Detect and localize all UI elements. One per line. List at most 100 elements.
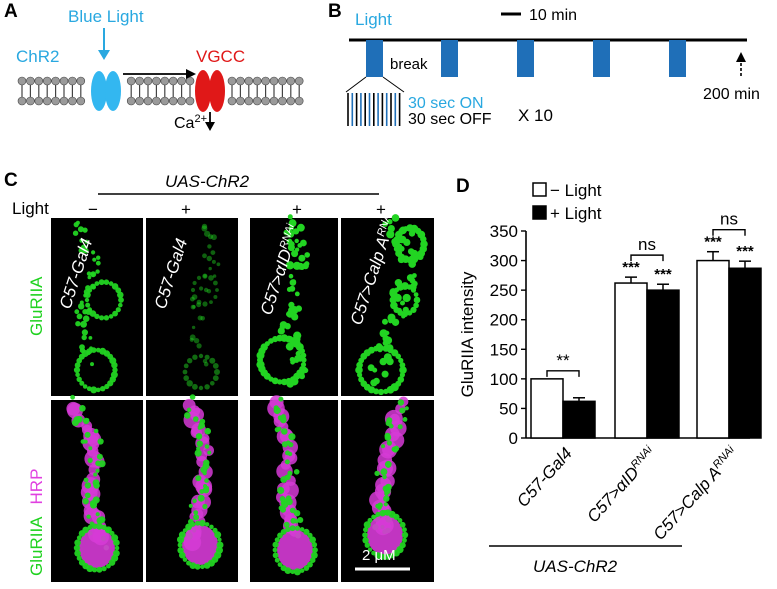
punctum [401, 527, 407, 533]
lipid-head [42, 76, 52, 86]
punctum [193, 514, 200, 521]
lipid-head [168, 76, 178, 86]
punctum [388, 318, 394, 324]
punctum [190, 304, 196, 310]
panel-b-letter: B [328, 1, 342, 22]
significance-stars: *** [704, 234, 722, 251]
punctum [90, 362, 94, 367]
punctum [397, 518, 403, 523]
significance-stars: *** [654, 266, 672, 283]
punctum [291, 250, 299, 258]
light-label: Light [355, 10, 392, 29]
punctum [209, 357, 216, 364]
punctum [299, 348, 305, 354]
punctum [213, 280, 218, 286]
punctum [287, 244, 295, 252]
panel-d-letter: D [456, 176, 470, 197]
lipid-head [51, 76, 60, 86]
punctum [84, 431, 91, 438]
punctum [208, 266, 212, 271]
punctum [277, 426, 282, 431]
punctum [82, 498, 89, 505]
punctum [292, 228, 300, 235]
lipid-head [252, 96, 262, 106]
legend-label: − Light [550, 181, 602, 200]
y-tick-label: 300 [490, 252, 518, 271]
punctum [79, 238, 84, 243]
punctum [93, 472, 98, 477]
punctum [193, 338, 200, 344]
punctum [289, 525, 296, 532]
punctum [311, 542, 318, 548]
significance-stars: *** [622, 259, 640, 276]
lipid-head [34, 96, 44, 106]
punctum [201, 223, 208, 230]
punctum [285, 440, 291, 446]
punctum [199, 519, 206, 527]
punctum [383, 495, 390, 502]
calcium-arrowhead [205, 122, 215, 131]
punctum [280, 476, 288, 483]
punctum [95, 468, 100, 473]
punctum [108, 314, 114, 319]
punctum [73, 222, 79, 228]
lipid-head [126, 96, 136, 106]
punctum [201, 225, 208, 232]
panel-b: B Light 10 min break 30 sec ON 30 sec OF… [328, 1, 760, 128]
on-label: 30 sec ON [408, 95, 484, 112]
punctum [183, 375, 189, 381]
punctum [362, 532, 368, 538]
bracket-label: ns [638, 235, 656, 254]
scale-bar-label: 2 μM [362, 547, 396, 564]
bracket-label: ** [556, 351, 570, 370]
punctum [90, 500, 96, 506]
blue-light-arrowhead [98, 50, 110, 60]
punctum [389, 552, 395, 559]
punctum [299, 527, 305, 532]
punctum [188, 503, 193, 508]
punctum [112, 367, 118, 373]
punctum [208, 275, 214, 281]
punctum [75, 372, 80, 378]
punctum [189, 562, 197, 569]
punctum [209, 300, 213, 304]
punctum [300, 362, 307, 368]
punctum [202, 253, 207, 259]
punctum [284, 459, 290, 465]
punctum [82, 384, 88, 389]
punctum [312, 547, 318, 553]
punctum [91, 250, 96, 255]
punctum [204, 384, 210, 390]
bar [696, 259, 730, 439]
punctum [291, 279, 297, 285]
punctum [278, 396, 284, 402]
punctum [80, 320, 87, 328]
lipid-head [42, 96, 52, 106]
y-tick-label: 200 [490, 311, 518, 330]
uas-header: UAS-ChR2 [165, 172, 250, 191]
punctum [84, 291, 91, 298]
punctum [281, 378, 288, 386]
punctum [186, 560, 192, 566]
punctum [378, 345, 384, 351]
light-block [441, 40, 458, 77]
lipid-head [126, 76, 136, 86]
punctum [293, 568, 301, 576]
punctum [96, 255, 101, 260]
punctum [398, 357, 404, 364]
lipid-head [152, 76, 161, 86]
panel-c: C UAS-ChR2 Light − + + + C57-Gal4 C57-Ga… [4, 170, 434, 582]
punctum [288, 433, 296, 441]
punctum [215, 288, 219, 292]
punctum [203, 274, 207, 278]
punctum [70, 394, 75, 400]
punctum [288, 225, 294, 232]
light-block [517, 40, 534, 77]
punctum [96, 566, 103, 573]
panel-c-letter: C [4, 170, 18, 191]
punctum [196, 446, 201, 451]
punctum [391, 318, 400, 326]
punctum [382, 345, 390, 352]
punctum [192, 305, 196, 309]
